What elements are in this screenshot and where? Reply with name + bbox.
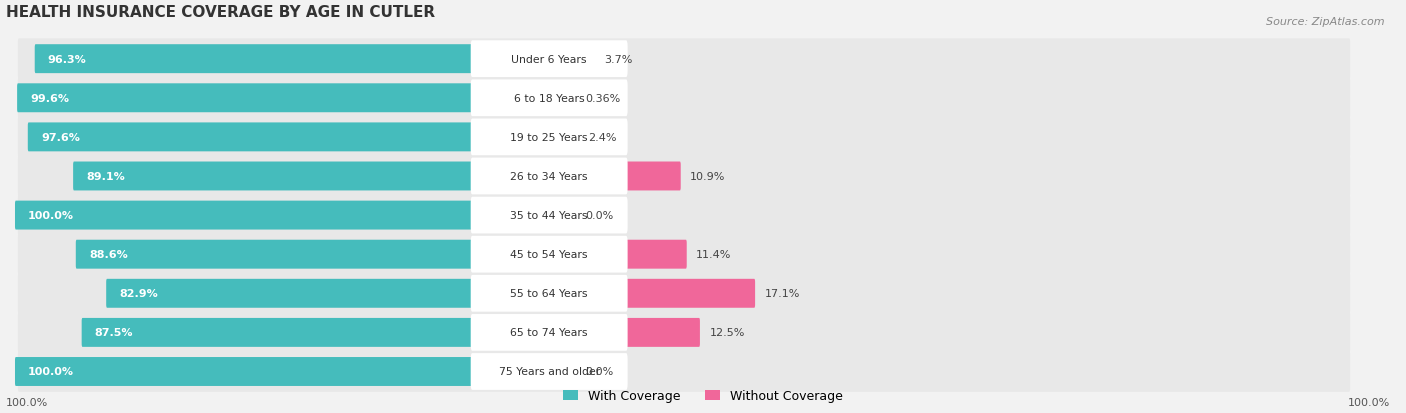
Text: Under 6 Years: Under 6 Years xyxy=(512,55,586,64)
FancyBboxPatch shape xyxy=(548,162,681,191)
Text: Source: ZipAtlas.com: Source: ZipAtlas.com xyxy=(1267,17,1385,26)
FancyBboxPatch shape xyxy=(471,314,627,351)
FancyBboxPatch shape xyxy=(18,117,1350,158)
FancyBboxPatch shape xyxy=(76,240,550,269)
FancyBboxPatch shape xyxy=(28,123,550,152)
FancyBboxPatch shape xyxy=(548,45,595,74)
Text: 87.5%: 87.5% xyxy=(94,328,134,337)
Text: 0.0%: 0.0% xyxy=(585,211,613,221)
FancyBboxPatch shape xyxy=(18,195,1350,236)
FancyBboxPatch shape xyxy=(35,45,550,74)
FancyBboxPatch shape xyxy=(548,123,579,152)
FancyBboxPatch shape xyxy=(18,39,1350,80)
FancyBboxPatch shape xyxy=(15,201,550,230)
Text: 6 to 18 Years: 6 to 18 Years xyxy=(513,94,585,104)
Text: HEALTH INSURANCE COVERAGE BY AGE IN CUTLER: HEALTH INSURANCE COVERAGE BY AGE IN CUTL… xyxy=(6,5,434,20)
FancyBboxPatch shape xyxy=(18,351,1350,392)
Text: 89.1%: 89.1% xyxy=(86,171,125,182)
Text: 100.0%: 100.0% xyxy=(28,367,75,377)
Text: 65 to 74 Years: 65 to 74 Years xyxy=(510,328,588,337)
FancyBboxPatch shape xyxy=(17,84,550,113)
Text: 2.4%: 2.4% xyxy=(588,133,617,142)
FancyBboxPatch shape xyxy=(471,275,627,312)
Text: 100.0%: 100.0% xyxy=(1348,397,1391,407)
Text: 82.9%: 82.9% xyxy=(120,289,157,299)
FancyBboxPatch shape xyxy=(471,41,627,78)
Text: 97.6%: 97.6% xyxy=(41,133,80,142)
Text: 0.36%: 0.36% xyxy=(585,94,620,104)
Text: 10.9%: 10.9% xyxy=(690,171,725,182)
Text: 26 to 34 Years: 26 to 34 Years xyxy=(510,171,588,182)
FancyBboxPatch shape xyxy=(471,236,627,273)
FancyBboxPatch shape xyxy=(548,279,755,308)
FancyBboxPatch shape xyxy=(548,201,575,230)
FancyBboxPatch shape xyxy=(471,353,627,390)
Text: 55 to 64 Years: 55 to 64 Years xyxy=(510,289,588,299)
FancyBboxPatch shape xyxy=(73,162,550,191)
FancyBboxPatch shape xyxy=(471,80,627,117)
FancyBboxPatch shape xyxy=(548,240,686,269)
Text: 19 to 25 Years: 19 to 25 Years xyxy=(510,133,588,142)
FancyBboxPatch shape xyxy=(471,158,627,195)
FancyBboxPatch shape xyxy=(18,273,1350,314)
FancyBboxPatch shape xyxy=(107,279,550,308)
Text: 96.3%: 96.3% xyxy=(48,55,87,64)
FancyBboxPatch shape xyxy=(18,78,1350,119)
Text: 11.4%: 11.4% xyxy=(696,249,731,259)
Text: 3.7%: 3.7% xyxy=(603,55,633,64)
FancyBboxPatch shape xyxy=(18,234,1350,275)
Text: 45 to 54 Years: 45 to 54 Years xyxy=(510,249,588,259)
Text: 100.0%: 100.0% xyxy=(6,397,48,407)
FancyBboxPatch shape xyxy=(548,357,575,386)
Text: 12.5%: 12.5% xyxy=(710,328,745,337)
Text: 100.0%: 100.0% xyxy=(28,211,75,221)
FancyBboxPatch shape xyxy=(15,357,550,386)
Text: 75 Years and older: 75 Years and older xyxy=(499,367,600,377)
FancyBboxPatch shape xyxy=(471,119,627,156)
Text: 0.0%: 0.0% xyxy=(585,367,613,377)
FancyBboxPatch shape xyxy=(18,156,1350,197)
FancyBboxPatch shape xyxy=(548,318,700,347)
Legend: With Coverage, Without Coverage: With Coverage, Without Coverage xyxy=(562,389,844,402)
Text: 88.6%: 88.6% xyxy=(89,249,128,259)
Text: 99.6%: 99.6% xyxy=(31,94,69,104)
Text: 17.1%: 17.1% xyxy=(765,289,800,299)
FancyBboxPatch shape xyxy=(18,312,1350,353)
Text: 35 to 44 Years: 35 to 44 Years xyxy=(510,211,588,221)
FancyBboxPatch shape xyxy=(548,84,575,113)
FancyBboxPatch shape xyxy=(82,318,550,347)
FancyBboxPatch shape xyxy=(471,197,627,234)
